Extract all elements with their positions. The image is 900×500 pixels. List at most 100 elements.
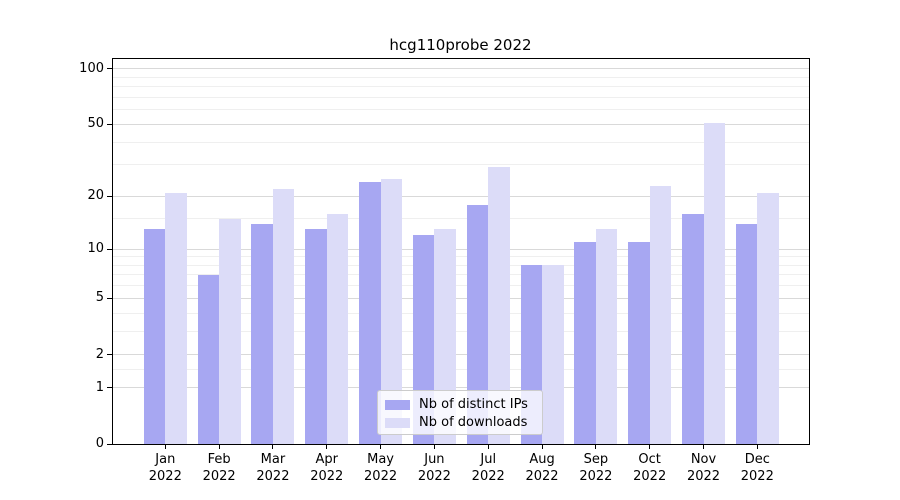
bar-downloads (542, 265, 564, 444)
y-axis-tick (107, 443, 112, 445)
x-tick-label-year: 2022 (471, 469, 505, 484)
y-tick-label: 100 (79, 60, 104, 76)
gridline-minor (112, 274, 809, 276)
bar-downloads (165, 192, 187, 444)
bar-distinct-ips (197, 274, 220, 444)
x-axis-tick (649, 444, 651, 449)
x-tick-label-year: 2022 (202, 469, 236, 484)
x-tick-label: Jan 2022 (133, 451, 197, 485)
gridline-major (112, 354, 809, 356)
gridline-minor (112, 164, 809, 166)
y-tick-label: 5 (95, 290, 104, 306)
x-axis-tick (703, 444, 704, 449)
y-axis-tick (107, 248, 112, 250)
gridline-minor (112, 109, 809, 111)
gridline-major (112, 123, 809, 125)
legend-item-downloads: Nb of downloads (385, 414, 534, 432)
legend-item-distinct-ips: Nb of distinct IPs (385, 396, 534, 414)
x-axis-tick (218, 444, 220, 449)
x-tick-label: Nov 2022 (672, 451, 736, 485)
bar-downloads (488, 167, 510, 444)
x-tick-label: May 2022 (349, 451, 413, 485)
gridline-major (112, 195, 809, 197)
gridline-minor (112, 369, 809, 370)
y-axis-tick (107, 297, 112, 299)
gridline-major (112, 297, 809, 299)
x-tick-label: Sep 2022 (564, 451, 628, 485)
gridline-minor (112, 285, 809, 287)
y-tick-label: 10 (87, 241, 104, 257)
legend-swatch-ips-icon (385, 400, 410, 410)
x-tick-label-year: 2022 (310, 469, 344, 484)
bar-downloads (703, 122, 725, 444)
x-tick-label: Apr 2022 (295, 451, 359, 485)
x-tick-label: Aug 2022 (510, 451, 574, 485)
x-tick-label: Dec 2022 (725, 451, 789, 485)
bar-downloads (757, 192, 779, 444)
gridline-major (112, 68, 809, 70)
x-axis-tick (433, 444, 435, 449)
bar-distinct-ips (735, 223, 758, 444)
x-axis-tick (164, 444, 166, 449)
bar-downloads (595, 229, 618, 444)
bar-distinct-ips (682, 213, 704, 444)
y-tick-label: 0 (95, 436, 104, 451)
x-tick-label: Feb 2022 (187, 451, 251, 485)
x-tick-label-year: 2022 (148, 469, 182, 484)
gridline-minor (112, 76, 809, 78)
x-axis-tick (595, 444, 597, 449)
x-tick-label-year: 2022 (740, 469, 774, 484)
gridline-minor (112, 256, 809, 258)
gridline-major (112, 387, 809, 389)
x-axis-tick (272, 444, 274, 449)
legend-swatch-downloads-icon (385, 418, 410, 428)
gridline-major (112, 248, 809, 250)
bar-downloads (380, 179, 403, 444)
legend-label-downloads: Nb of downloads (419, 415, 528, 430)
bar-downloads (326, 213, 349, 444)
y-axis-tick (107, 387, 112, 389)
y-tick-label: 20 (87, 188, 104, 204)
bar-distinct-ips (305, 229, 327, 444)
bar-distinct-ips (143, 229, 166, 444)
legend-label-distinct-ips: Nb of distinct IPs (419, 397, 528, 412)
bar-distinct-ips (251, 223, 273, 444)
gridline-minor (112, 312, 809, 314)
gridline-minor (112, 141, 809, 143)
x-tick-label-year: 2022 (633, 469, 667, 484)
bar-distinct-ips (466, 204, 489, 444)
x-tick-label-year: 2022 (525, 469, 559, 484)
bar-downloads (272, 189, 295, 444)
chart-title: hcg110probe 2022 (389, 36, 532, 54)
y-axis-tick (107, 68, 112, 70)
gridline-minor (112, 264, 809, 266)
y-tick-label: 2 (95, 346, 104, 362)
x-tick-label: Mar 2022 (241, 451, 305, 485)
x-tick-label: Jun 2022 (402, 451, 466, 485)
x-axis-tick (756, 444, 758, 449)
x-axis-tick (541, 444, 543, 449)
bar-downloads (649, 185, 672, 444)
gridline-minor (112, 86, 809, 88)
legend: Nb of distinct IPs Nb of downloads (377, 390, 543, 435)
gridline-minor (112, 96, 809, 98)
axis-spine-bottom (112, 444, 810, 445)
bar-distinct-ips (574, 241, 596, 444)
x-tick-label-year: 2022 (256, 469, 290, 484)
y-axis-tick (107, 195, 112, 197)
x-axis-tick (380, 444, 382, 449)
gridline-minor (112, 218, 809, 220)
bar-distinct-ips (628, 241, 650, 444)
bar-downloads (219, 218, 241, 444)
x-tick-label-year: 2022 (417, 469, 451, 484)
y-axis-tick (107, 123, 112, 125)
x-tick-label-year: 2022 (686, 469, 721, 484)
x-axis-tick (487, 444, 489, 449)
axis-spine-right (809, 58, 810, 445)
x-tick-label-year: 2022 (364, 469, 398, 484)
y-axis-tick (107, 354, 112, 356)
x-axis-tick (326, 444, 328, 449)
x-tick-label: Oct 2022 (618, 451, 682, 485)
gridline-minor (112, 330, 809, 332)
